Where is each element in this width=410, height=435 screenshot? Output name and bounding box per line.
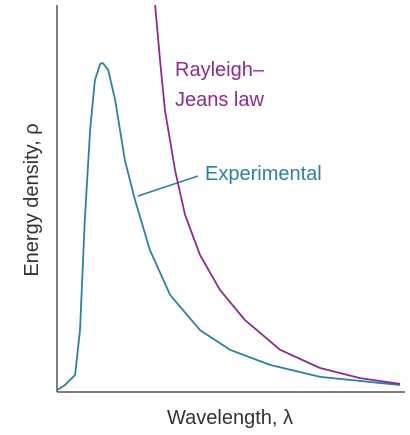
series-label: Rayleigh– Jeans law — [175, 59, 265, 111]
leader-line — [137, 175, 199, 197]
series-label: Experimental — [205, 163, 322, 185]
series-line — [56, 62, 401, 391]
x-axis-label: Wavelength, λ — [167, 407, 293, 429]
y-axis-label: Energy density, ρ — [21, 123, 43, 276]
series-line — [154, 4, 401, 385]
